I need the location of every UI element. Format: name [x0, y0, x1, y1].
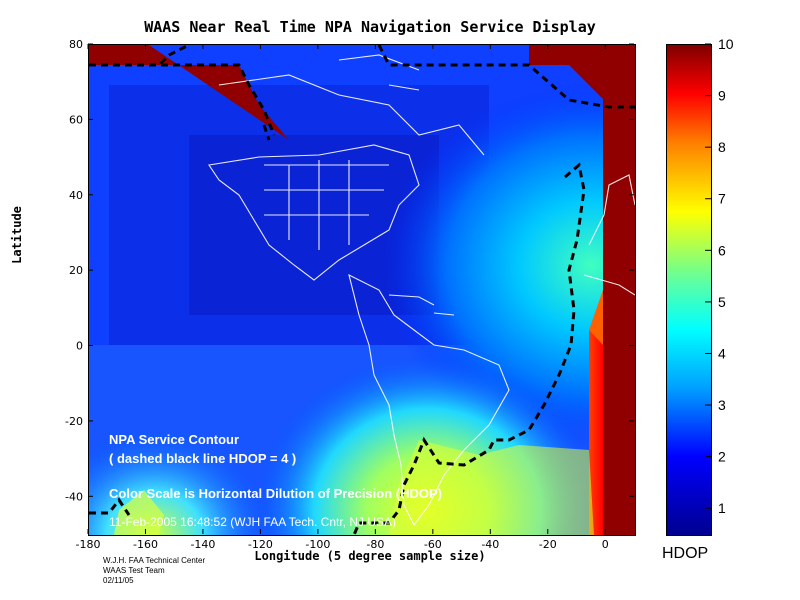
x-tick-label: -180	[76, 538, 101, 551]
x-axis-label: Longitude (5 degree sample size)	[254, 549, 486, 563]
y-tick-label: -20	[65, 415, 83, 428]
colorbar-tick-label: 7	[718, 191, 726, 207]
credits-line: W.J.H. FAA Technical Center	[103, 556, 206, 565]
hdop-map: NPA Service Contour ( dashed black line …	[88, 44, 636, 536]
colorbar-tick-label: 9	[718, 88, 726, 104]
x-tick-label: -160	[133, 538, 158, 551]
colorbar-tick-label: 5	[718, 294, 726, 310]
x-tick-label: 0	[602, 538, 609, 551]
credits-line: 02/11/05	[103, 576, 134, 585]
y-tick-label: -40	[65, 490, 83, 503]
y-tick-label: 80	[69, 38, 83, 51]
annotation-contour-desc: ( dashed black line HDOP = 4 )	[109, 451, 297, 466]
colorbar-tick-label: 2	[718, 449, 726, 465]
x-tick-label: -60	[424, 538, 442, 551]
y-tick-label: 60	[69, 113, 83, 126]
annotation-color-scale: Color Scale is Horizontal Dilution of Pr…	[109, 486, 442, 501]
y-tick-label: 40	[69, 189, 83, 202]
chart-title: WAAS Near Real Time NPA Navigation Servi…	[144, 18, 596, 36]
colorbar-tick-label: 1	[718, 500, 726, 516]
colorbar-tick-label: 4	[718, 345, 726, 361]
x-tick-label: -80	[366, 538, 384, 551]
y-tick-label: 0	[76, 340, 83, 353]
credits: W.J.H. FAA Technical Center WAAS Test Te…	[103, 556, 205, 586]
coastlines	[208, 54, 635, 527]
colorbar-tick-label: 10	[718, 36, 734, 52]
x-tick-label: -120	[248, 538, 273, 551]
annotation-timestamp: 11-Feb-2005 16:48:52 (WJH FAA Tech. Cntr…	[109, 515, 397, 529]
colorbar-tick-label: 8	[718, 139, 726, 155]
colorbar	[666, 44, 712, 536]
hdop-field	[89, 45, 635, 535]
hdop-contour-line	[89, 45, 635, 535]
colorbar-label: HDOP	[662, 545, 709, 562]
colorbar-tick-label: 3	[718, 397, 726, 413]
x-tick-label: -20	[539, 538, 557, 551]
x-tick-label: -140	[190, 538, 215, 551]
annotation-contour-title: NPA Service Contour	[109, 432, 240, 447]
credits-line: WAAS Test Team	[103, 566, 165, 575]
y-tick-label: 20	[69, 264, 83, 277]
x-tick-label: -40	[481, 538, 499, 551]
x-tick-label: -100	[305, 538, 330, 551]
colorbar-tick-label: 6	[718, 242, 726, 258]
